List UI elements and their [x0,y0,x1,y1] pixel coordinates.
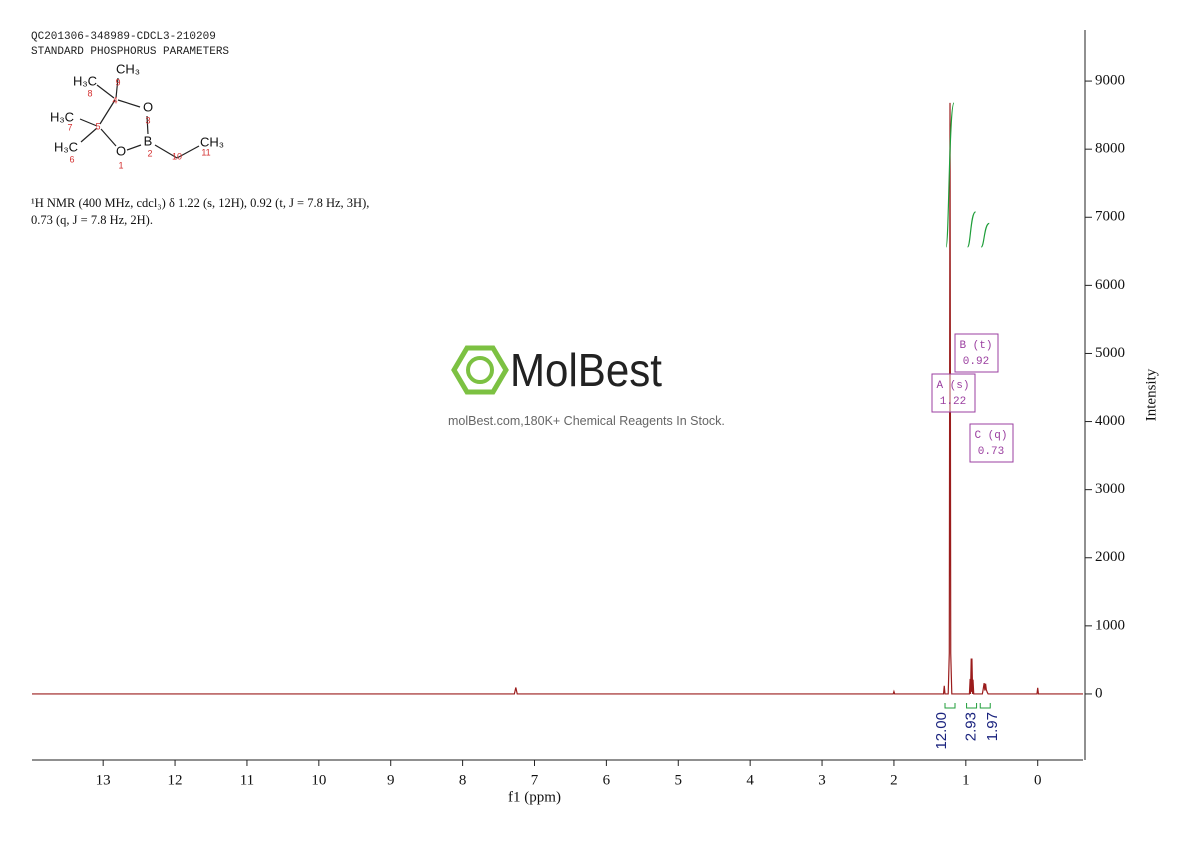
x-tick-label: 4 [746,772,754,788]
peak-label: C (q) [974,430,1007,442]
atom-locant: 2 [147,148,152,158]
peak-shift: 0.92 [963,356,989,368]
x-tick-label: 6 [603,772,611,788]
atom-label: H₃C [50,109,74,124]
atom-label: CH₃ [200,134,224,149]
integral-bracket [944,703,956,709]
x-tick-label: 0 [1034,772,1042,788]
watermark-logo: MolBest [451,344,662,396]
atom-locant: 4 [112,95,117,105]
x-tick-label: 3 [818,772,826,788]
x-tick-label: 1 [962,772,970,788]
atom-locant: 10 [172,151,182,161]
y-tick-label: 1000 [1095,617,1125,633]
spectrum [32,102,1083,695]
integral-label: 12.00 [933,712,950,750]
atom-label: B [144,133,153,148]
atom-label: O [143,99,153,114]
x-tick-label: 13 [96,772,111,788]
y-tick-label: 7000 [1095,209,1125,225]
x-tick-label: 7 [531,772,539,788]
peak-label: B (t) [959,340,992,352]
peak-shift: 1.22 [940,396,966,408]
atom-locant: 8 [87,88,92,98]
x-tick-label: 10 [311,772,326,788]
y-tick-label: 5000 [1095,345,1125,361]
atom-locant: 11 [201,147,210,157]
integral-curve [966,211,977,248]
x-tick-label: 9 [387,772,395,788]
atom-label: H₃C [73,73,97,88]
atom-label: H₃C [54,139,78,154]
y-tick-label: 8000 [1095,141,1125,157]
header-line: STANDARD PHOSPHORUS PARAMETERS [31,46,230,58]
y-tick-label: 9000 [1095,73,1125,89]
peak-shift: 0.73 [978,446,1004,458]
integral-label: 1.97 [984,712,1001,741]
x-tick-label: 8 [459,772,467,788]
integral-bracket [966,703,978,709]
integral-curve [945,102,955,248]
atom-label: CH₃ [116,61,140,76]
peak-box [969,423,1014,463]
x-tick-label: 12 [168,772,183,788]
peak-box [931,373,976,413]
molecule-bonds [79,77,200,159]
integral-curve [980,222,990,248]
integral-bracket [979,703,991,709]
y-tick-label: 3000 [1095,481,1125,497]
atom-label: O [116,143,126,158]
x-tick-label: 2 [890,772,898,788]
y-axis-title: Intensity [1143,368,1159,421]
integral-label: 2.93 [963,712,980,741]
y-tick-label: 4000 [1095,413,1125,429]
watermark-text: molBest.com,180K+ Chemical Reagents In S… [448,414,725,428]
y-tick-label: 2000 [1095,549,1125,565]
x-tick-label: 5 [675,772,683,788]
header-line: QC201306-348989-CDCL3-210209 [31,31,216,43]
logo-text: MolBest [510,344,662,396]
y-tick-label: 6000 [1095,277,1125,293]
y-tick-label: 0 [1095,685,1103,701]
peak-label: A (s) [936,380,969,392]
atom-locant: 1 [118,160,123,170]
atom-locant: 9 [115,77,120,87]
x-tick-label: 11 [240,772,254,788]
logo-ring [466,356,494,384]
x-axis-title: f1 (ppm) [508,789,561,805]
atom-locant: 6 [69,154,74,164]
logo-hexagon [451,345,509,395]
peak-box [954,333,999,373]
atom-locant: 7 [67,122,72,132]
atom-locant: 3 [145,115,150,125]
atom-locant: 5 [95,121,100,131]
nmr-description: ¹H NMR (400 MHz, cdcl₃) δ 1.22 (s, 12H),… [31,196,370,227]
